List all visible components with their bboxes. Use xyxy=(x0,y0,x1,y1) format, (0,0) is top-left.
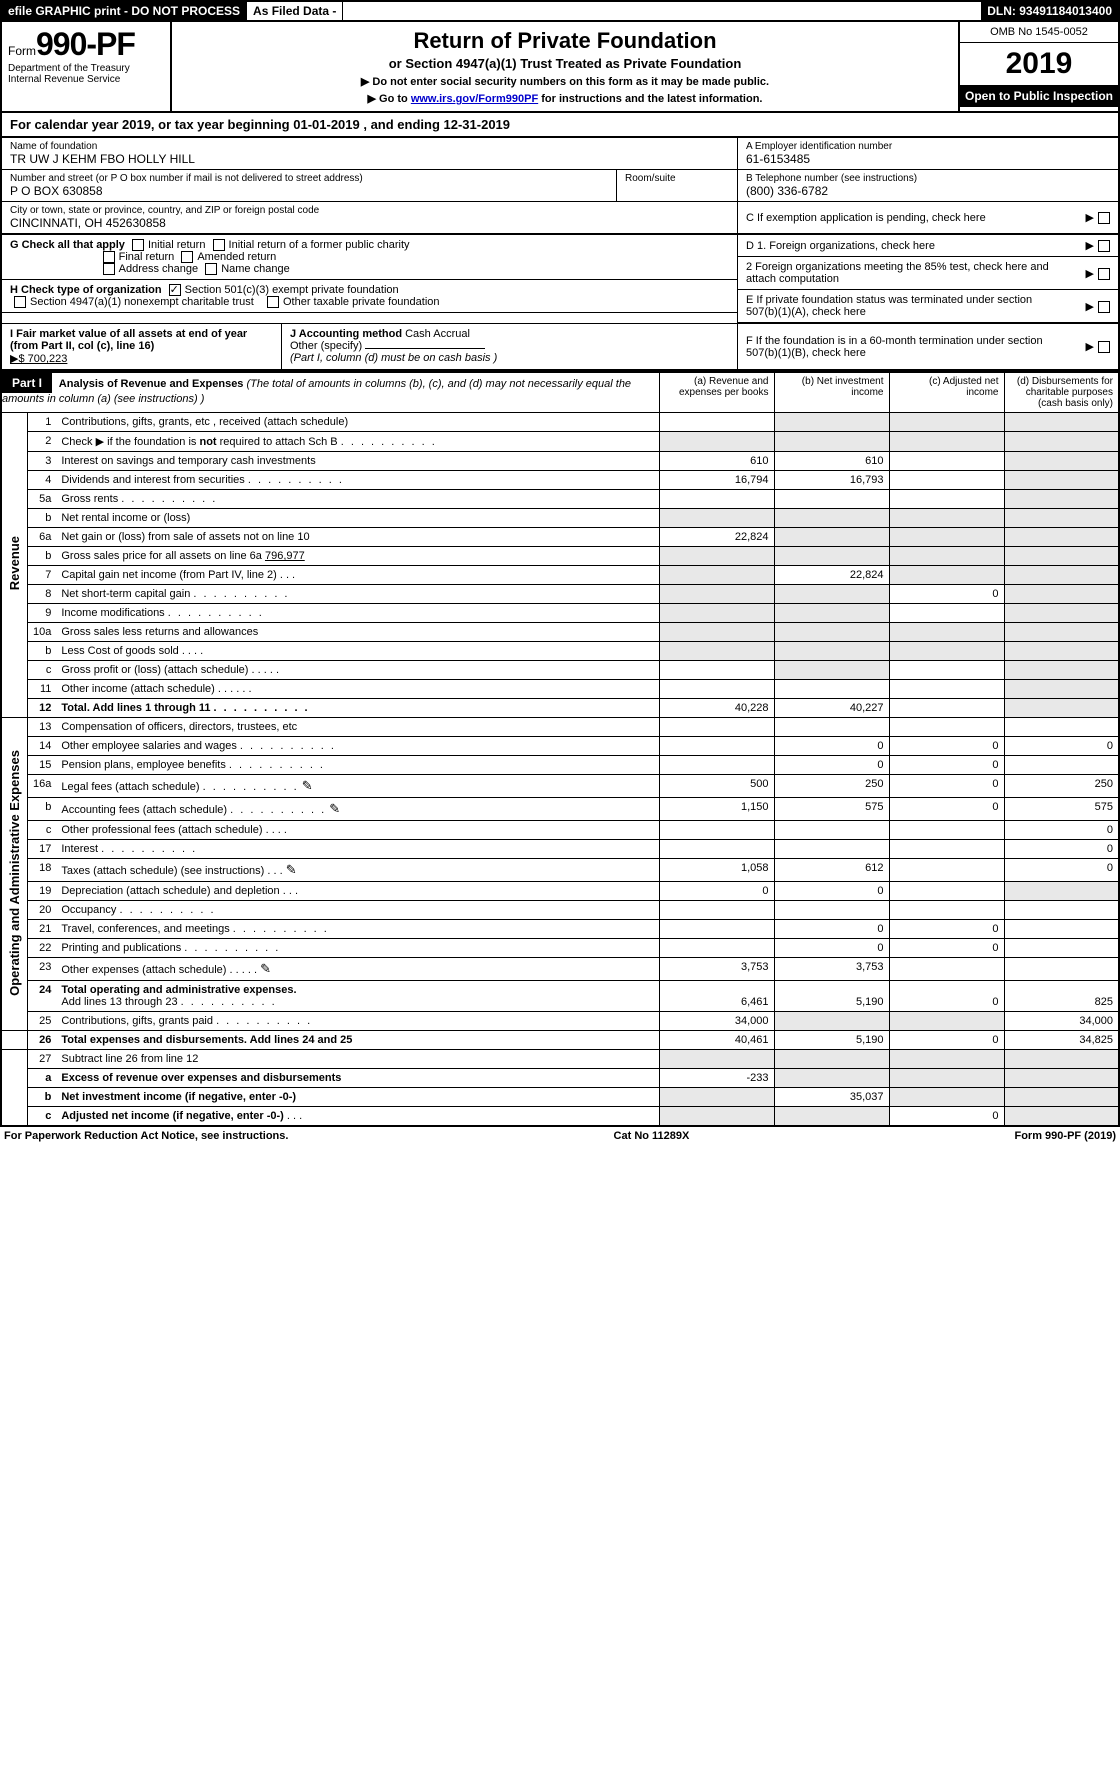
pencil-icon[interactable]: ✎ xyxy=(329,801,340,816)
ghdef-block: G Check all that apply Initial return In… xyxy=(0,235,1120,372)
col-c-header: (c) Adjusted net income xyxy=(889,373,1004,413)
warn-link-line: ▶ Go to www.irs.gov/Form990PF for instru… xyxy=(182,92,948,105)
footer: For Paperwork Reduction Act Notice, see … xyxy=(0,1127,1120,1145)
irs-label: Internal Revenue Service xyxy=(8,74,164,85)
city-value: CINCINNATI, OH 452630858 xyxy=(10,216,729,230)
col-a-header: (a) Revenue and expenses per books xyxy=(659,373,774,413)
city-label: City or town, state or province, country… xyxy=(10,205,729,216)
form-title: Return of Private Foundation xyxy=(182,28,948,54)
form-number: 990-PF xyxy=(36,26,135,62)
col-b-header: (b) Net investment income xyxy=(774,373,889,413)
info-grid: Name of foundation TR UW J KEHM FBO HOLL… xyxy=(0,138,1120,235)
dept-label: Department of the Treasury xyxy=(8,63,164,74)
j-cell: J Accounting method Cash Accrual Other (… xyxy=(282,324,738,369)
g-amended-cb[interactable] xyxy=(181,251,193,263)
f-cell: F If the foundation is in a 60-month ter… xyxy=(738,324,1118,369)
g-final-cb[interactable] xyxy=(103,251,115,263)
form-prefix: Form xyxy=(8,44,36,58)
irs-link[interactable]: www.irs.gov/Form990PF xyxy=(411,93,538,105)
e-label: E If private foundation status was termi… xyxy=(746,294,1066,318)
footer-mid: Cat No 11289X xyxy=(614,1130,690,1142)
d1-checkbox[interactable] xyxy=(1098,240,1110,252)
addr-value: P O BOX 630858 xyxy=(10,184,608,198)
form-subtitle: or Section 4947(a)(1) Trust Treated as P… xyxy=(182,56,948,71)
room-label: Room/suite xyxy=(625,173,729,184)
col-d-header: (d) Disbursements for charitable purpose… xyxy=(1004,373,1119,413)
header-mid: Return of Private Foundation or Section … xyxy=(172,22,958,111)
efile-label: efile GRAPHIC print - DO NOT PROCESS xyxy=(2,2,247,20)
c-checkbox[interactable] xyxy=(1098,212,1110,224)
pencil-icon[interactable]: ✎ xyxy=(302,778,313,793)
h-4947-cb[interactable] xyxy=(14,296,26,308)
dln-label: DLN: 93491184013400 xyxy=(981,2,1118,20)
ein-label: A Employer identification number xyxy=(746,141,1110,152)
d2-checkbox[interactable] xyxy=(1098,268,1110,280)
part1-table: Part I Analysis of Revenue and Expenses … xyxy=(0,372,1120,1127)
footer-left: For Paperwork Reduction Act Notice, see … xyxy=(4,1130,288,1142)
g-addr-cb[interactable] xyxy=(103,263,115,275)
h-row: H Check type of organization Section 501… xyxy=(2,280,737,313)
header-left: Form990-PF Department of the Treasury In… xyxy=(2,22,172,111)
g-initial-cb[interactable] xyxy=(132,239,144,251)
e-checkbox[interactable] xyxy=(1098,301,1110,313)
d1-label: D 1. Foreign organizations, check here xyxy=(746,240,935,252)
pencil-icon[interactable]: ✎ xyxy=(260,961,271,976)
header-right: OMB No 1545-0052 2019 Open to Public Ins… xyxy=(958,22,1118,111)
fmv-value: ▶$ 700,223 xyxy=(10,353,67,365)
phone-label: B Telephone number (see instructions) xyxy=(746,173,1110,184)
name-label: Name of foundation xyxy=(10,141,729,152)
f-checkbox[interactable] xyxy=(1098,341,1110,353)
foundation-name: TR UW J KEHM FBO HOLLY HILL xyxy=(10,152,729,166)
form-header: Form990-PF Department of the Treasury In… xyxy=(0,22,1120,113)
i-cell: I Fair market value of all assets at end… xyxy=(2,324,282,369)
revenue-side-label: Revenue xyxy=(1,413,28,718)
g-former-cb[interactable] xyxy=(213,239,225,251)
phone-value: (800) 336-6782 xyxy=(746,184,1110,198)
h-501c3-cb[interactable] xyxy=(169,284,181,296)
ein-value: 61-6153485 xyxy=(746,152,1110,166)
tax-year: 2019 xyxy=(960,43,1118,85)
addr-label: Number and street (or P O box number if … xyxy=(10,173,608,184)
footer-right: Form 990-PF (2019) xyxy=(1014,1130,1116,1142)
omb-label: OMB No 1545-0052 xyxy=(960,22,1118,43)
h-other-cb[interactable] xyxy=(267,296,279,308)
expenses-side-label: Operating and Administrative Expenses xyxy=(1,718,28,1031)
pencil-icon[interactable]: ✎ xyxy=(286,862,297,877)
calendar-year-row: For calendar year 2019, or tax year begi… xyxy=(0,113,1120,138)
as-filed-label: As Filed Data - xyxy=(247,2,343,20)
d2-label: 2 Foreign organizations meeting the 85% … xyxy=(746,261,1066,285)
g-name-cb[interactable] xyxy=(205,263,217,275)
open-public-label: Open to Public Inspection xyxy=(960,85,1118,107)
warn-ssn: ▶ Do not enter social security numbers o… xyxy=(182,75,948,88)
c-label: C If exemption application is pending, c… xyxy=(746,212,986,224)
g-row: G Check all that apply Initial return In… xyxy=(2,235,737,280)
top-bar: efile GRAPHIC print - DO NOT PROCESS As … xyxy=(0,0,1120,22)
